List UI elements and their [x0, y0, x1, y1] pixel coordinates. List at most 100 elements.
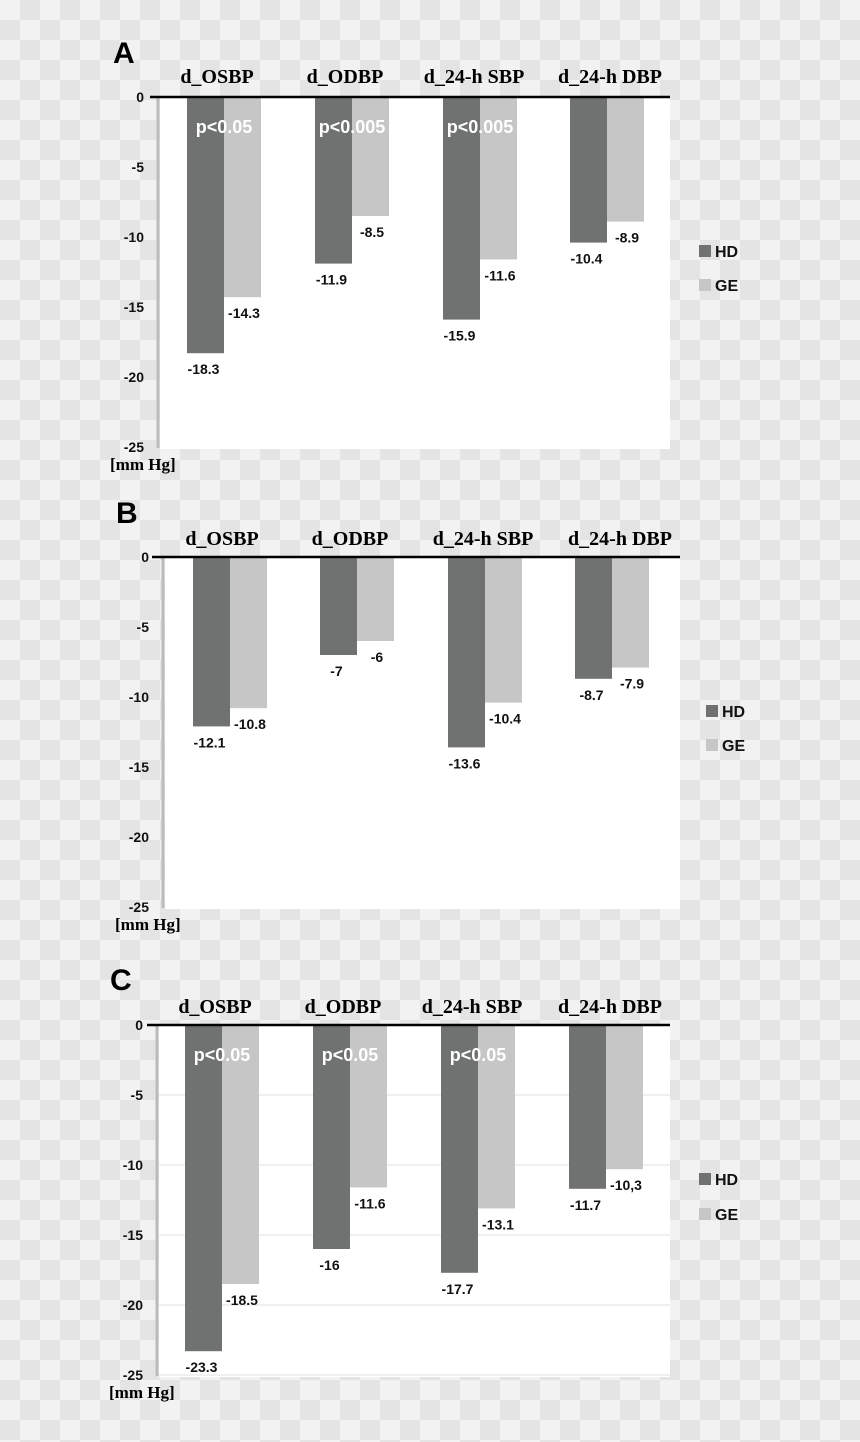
y-tick-label: -10 [129, 689, 149, 705]
data-label: -18.5 [226, 1292, 258, 1308]
bar-ge-3 [485, 557, 522, 703]
bar-ge-4 [612, 557, 649, 668]
data-label: -17.7 [442, 1281, 474, 1297]
y-tick-label: 0 [135, 1017, 143, 1033]
bar-hd-2 [320, 557, 357, 655]
category-label: d_OSBP [185, 528, 258, 550]
bar-ge-4 [607, 97, 644, 222]
y-tick-label: -15 [124, 299, 144, 315]
category-label: d_24-h DBP [568, 528, 672, 550]
p-value-annotation: p<0.05 [196, 117, 253, 137]
y-tick-label: -20 [124, 369, 144, 385]
legend-swatch-ge [699, 1208, 711, 1220]
data-label: -8.7 [579, 687, 603, 703]
bar-ge-1 [230, 557, 267, 709]
legend-swatch-hd [699, 245, 711, 257]
p-value-annotation: p<0.05 [194, 1045, 251, 1065]
y-tick-label: 0 [141, 549, 149, 565]
bar-ge-1 [224, 97, 261, 298]
data-label: -10.4 [571, 251, 603, 267]
data-label: -11.6 [484, 267, 515, 283]
legend: HD GE [699, 244, 738, 295]
chart-panel-b: Bd_OSBP d_ODBP d_24-h SBP d_24-h DBP -12.1 -7… [115, 497, 745, 934]
bar-hd-3 [443, 97, 480, 320]
data-label: -13.1 [482, 1216, 514, 1232]
bar-hd-4 [575, 557, 612, 679]
panel-label: B [116, 497, 138, 530]
category-label: d_24-h DBP [558, 66, 662, 88]
bar-hd-4 [570, 97, 607, 243]
data-label: -7.9 [620, 676, 644, 692]
bar-hd-1 [185, 1025, 222, 1352]
chart-panel-c: Cd_OSBP d_ODBP d_24-h SBP d_24-h DBP -23.3 -1… [109, 964, 738, 1402]
bar-ge-2 [357, 557, 394, 641]
y-tick-label: 0 [136, 89, 144, 105]
y-tick-label: -5 [131, 1087, 144, 1103]
legend-label: HD [715, 1172, 738, 1189]
data-label: -16 [319, 1257, 339, 1273]
bar-hd-1 [193, 557, 230, 727]
data-label: -11.6 [354, 1195, 385, 1211]
legend-label: GE [722, 738, 745, 755]
chart-panel-a: Ad_OSBP d_ODBP d_24-h SBP d_24-h DBP -18.3 -1… [110, 37, 738, 474]
data-label: -18.3 [188, 361, 220, 377]
category-label: d_ODBP [312, 528, 389, 550]
p-value-annotation: p<0.005 [319, 117, 386, 137]
category-label: d_OSBP [178, 996, 251, 1018]
bar-hd-1 [187, 97, 224, 354]
category-label: d_OSBP [180, 66, 253, 88]
unit-label: [mm Hg] [109, 1383, 175, 1402]
legend-label: GE [715, 1207, 738, 1224]
data-label: -14.3 [228, 305, 260, 321]
data-label: -8.5 [360, 224, 384, 240]
legend: HD GE [699, 1172, 738, 1224]
y-tick-label: -25 [123, 1367, 143, 1383]
p-value-annotation: p<0.005 [447, 117, 514, 137]
bar-ge-3 [480, 97, 517, 260]
legend-swatch-ge [699, 279, 711, 291]
bar-ge-1 [222, 1025, 259, 1284]
data-label: -23.3 [186, 1359, 218, 1375]
data-label: -7 [330, 663, 343, 679]
legend-label: HD [722, 704, 745, 721]
y-tick-label: -25 [124, 439, 144, 455]
bar-ge-4 [606, 1025, 643, 1170]
bar-hd-3 [441, 1025, 478, 1273]
data-label: -10.4 [489, 711, 521, 727]
data-label: -12.1 [194, 734, 226, 750]
y-tick-label: -5 [132, 159, 145, 175]
y-tick-label: -20 [123, 1297, 143, 1313]
bar-ge-2 [350, 1025, 387, 1188]
unit-label: [mm Hg] [115, 915, 181, 934]
y-tick-label: -15 [129, 759, 149, 775]
category-label: d_24-h DBP [558, 996, 662, 1018]
data-label: -10,3 [610, 1177, 642, 1193]
category-label: d_ODBP [305, 996, 382, 1018]
p-value-annotation: p<0.05 [322, 1045, 379, 1065]
category-label: d_24-h SBP [433, 528, 534, 550]
bar-hd-2 [313, 1025, 350, 1249]
bar-ge-2 [352, 97, 389, 216]
panel-label: A [113, 37, 135, 70]
data-label: -11.9 [316, 272, 347, 288]
y-tick-label: -5 [137, 619, 150, 635]
data-label: -13.6 [449, 755, 481, 771]
legend-label: HD [715, 244, 738, 261]
bar-ge-3 [478, 1025, 515, 1209]
y-tick-label: -10 [123, 1157, 143, 1173]
y-tick-label: -15 [123, 1227, 143, 1243]
data-label: -10.8 [234, 716, 266, 732]
y-tick-label: -20 [129, 829, 149, 845]
legend-swatch-ge [706, 739, 718, 751]
data-label: -8.9 [615, 230, 639, 246]
bar-hd-3 [448, 557, 485, 748]
y-tick-label: -25 [129, 899, 149, 915]
y-tick-label: -10 [124, 229, 144, 245]
data-label: -6 [371, 649, 384, 665]
bar-hd-4 [569, 1025, 606, 1189]
legend-swatch-hd [706, 705, 718, 717]
category-label: d_24-h SBP [422, 996, 523, 1018]
category-label: d_24-h SBP [424, 66, 525, 88]
